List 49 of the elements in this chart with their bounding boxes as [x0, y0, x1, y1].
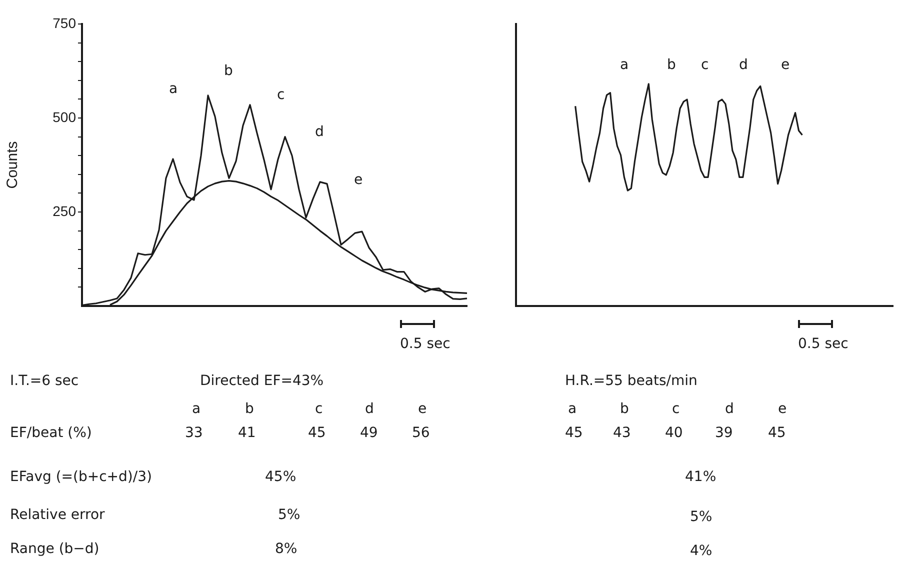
annotation: e	[354, 172, 363, 188]
text: 5%	[278, 507, 300, 523]
text: d	[739, 57, 748, 73]
text: 0.5 sec	[400, 336, 450, 352]
text: 5%	[690, 509, 712, 525]
text: c	[701, 57, 709, 73]
text: e	[781, 57, 790, 73]
text: 40	[665, 425, 683, 441]
y-tick-label: 750	[52, 14, 76, 31]
text: 45	[565, 425, 583, 441]
text: EFavg (=(b+c+d)/3)	[10, 469, 152, 485]
y-tick-label: 500	[52, 108, 76, 125]
text: b	[667, 57, 676, 73]
text: b	[620, 401, 629, 417]
text: 0.5 sec	[798, 336, 848, 352]
text: a	[192, 401, 201, 417]
text: EF/beat (%)	[10, 425, 92, 441]
text: c	[672, 401, 680, 417]
text: Directed EF=43%	[200, 373, 324, 389]
text: b	[245, 401, 254, 417]
text: 41	[238, 425, 256, 441]
text: 33	[185, 425, 203, 441]
text: 8%	[275, 541, 298, 557]
text: a	[568, 401, 577, 417]
text: 49	[360, 425, 378, 441]
text: 43	[613, 425, 631, 441]
text: 39	[715, 425, 733, 441]
text: e	[418, 401, 427, 417]
text: d	[725, 401, 734, 417]
y-tick-label: 250	[52, 202, 76, 219]
text: 4%	[690, 543, 712, 559]
text: 45%	[265, 469, 296, 485]
annotation: c	[277, 87, 285, 103]
text: 45	[768, 425, 786, 441]
annotation: a	[169, 81, 178, 97]
text: e	[778, 401, 787, 417]
text: Relative error	[10, 507, 105, 523]
text: d	[365, 401, 374, 417]
text: H.R.=55 beats/min	[565, 373, 698, 389]
text: 45	[308, 425, 326, 441]
text: c	[315, 401, 323, 417]
text: 56	[412, 425, 430, 441]
y-axis-title: Counts	[4, 141, 22, 189]
annotation: b	[224, 63, 233, 79]
text: 41%	[685, 469, 716, 485]
text: a	[620, 57, 629, 73]
text: I.T.=6 sec	[10, 373, 79, 389]
text: Range (b−d)	[10, 541, 100, 557]
annotation: d	[315, 124, 324, 140]
